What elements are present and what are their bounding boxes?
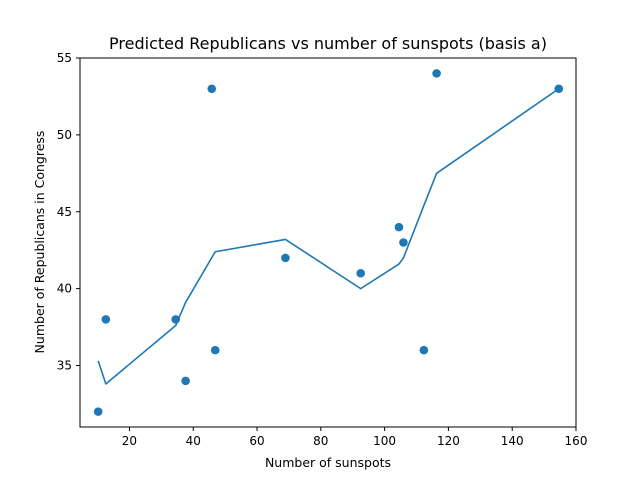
y-tick-label-55: 55: [57, 51, 72, 65]
scatter-point-8: [394, 222, 404, 232]
x-tick-label-60: 60: [249, 434, 264, 448]
x-tick-label-100: 100: [373, 434, 396, 448]
scatter-point-5: [210, 345, 220, 355]
fit-line-layer: [97, 88, 560, 385]
scatter-point-1: [101, 315, 111, 324]
scatter-point-11: [432, 69, 441, 78]
chart-title: Predicted Republicans vs number of sunsp…: [109, 34, 547, 53]
x-tick-label-80: 80: [313, 434, 328, 448]
x-axis-ticks: 20 40 60 80 100 120 140 160: [122, 427, 588, 448]
scatter-points-layer: [93, 69, 564, 416]
scatter-point-7: [356, 268, 365, 278]
y-tick-label-45: 45: [57, 205, 72, 219]
scatter-point-3: [181, 376, 190, 386]
scatter-point-9: [399, 238, 408, 247]
scatter-point-2: [171, 315, 180, 324]
x-axis-label: Number of sunspots: [265, 455, 391, 470]
x-tick-label-160: 160: [565, 434, 588, 448]
plot-frame: [79, 57, 577, 428]
plot-area: [93, 69, 564, 416]
x-tick-label-120: 120: [437, 434, 460, 448]
x-tick-label-20: 20: [122, 434, 137, 448]
x-tick-label-140: 140: [501, 434, 524, 448]
y-tick-label-50: 50: [57, 128, 72, 142]
y-tick-label-40: 40: [57, 282, 72, 296]
fit-line: [97, 88, 560, 385]
y-tick-label-35: 35: [57, 359, 72, 373]
scatter-point-10: [419, 345, 429, 355]
y-axis-ticks: 35 40 45 50 55: [57, 51, 80, 373]
x-tick-label-40: 40: [186, 434, 201, 448]
scatter-point-4: [207, 84, 217, 94]
y-axis-label: Number of Republicans in Congress: [32, 131, 47, 354]
scatter-point-12: [554, 84, 564, 94]
scatter-point-6: [281, 253, 290, 263]
scatter-point-0: [93, 407, 103, 416]
